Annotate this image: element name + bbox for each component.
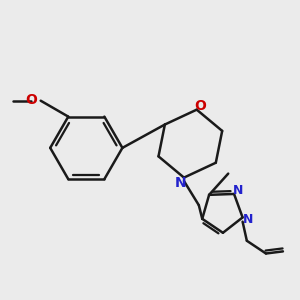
Text: N: N [242,213,253,226]
Text: N: N [175,176,186,190]
Text: N: N [233,184,244,197]
Text: O: O [194,99,206,113]
Text: O: O [26,93,37,107]
